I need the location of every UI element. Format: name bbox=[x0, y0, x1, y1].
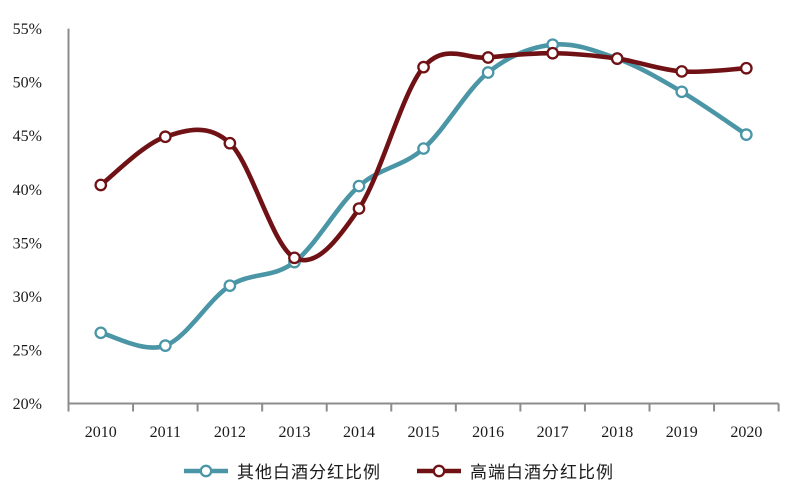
data-point bbox=[223, 279, 237, 293]
x-axis-label: 2020 bbox=[730, 424, 762, 441]
x-axis-label: 2011 bbox=[150, 424, 181, 441]
legend-item-other-baijiu: 其他白酒分红比例 bbox=[182, 458, 381, 483]
series-line-0 bbox=[98, 41, 749, 350]
y-axis-label: 45% bbox=[13, 128, 42, 145]
legend-label-premium-baijiu: 高端白酒分红比例 bbox=[470, 463, 614, 482]
x-axis-label: 2018 bbox=[601, 424, 633, 441]
data-point bbox=[675, 85, 689, 99]
legend-line-marker-icon bbox=[417, 464, 461, 477]
y-axis-label: 55% bbox=[13, 21, 42, 38]
data-point bbox=[739, 61, 753, 75]
data-point bbox=[417, 142, 430, 155]
x-axis-label: 2016 bbox=[472, 424, 504, 441]
data-point bbox=[481, 51, 495, 64]
x-axis-label: 2017 bbox=[537, 424, 569, 441]
data-point bbox=[675, 65, 689, 78]
series-line-1 bbox=[98, 50, 749, 263]
y-axis-label: 25% bbox=[13, 342, 42, 359]
data-point bbox=[288, 251, 301, 265]
data-point bbox=[352, 202, 366, 215]
legend-label-other-baijiu: 其他白酒分红比例 bbox=[237, 463, 381, 482]
x-axis-label: 2010 bbox=[85, 424, 117, 441]
data-point bbox=[417, 60, 430, 74]
data-point bbox=[94, 326, 108, 340]
data-point bbox=[158, 130, 172, 144]
y-axis-label: 35% bbox=[13, 235, 42, 252]
y-axis-label: 20% bbox=[13, 396, 42, 413]
data-point bbox=[481, 66, 495, 79]
data-point bbox=[610, 52, 624, 65]
legend-line-marker-icon bbox=[184, 464, 228, 477]
data-point bbox=[352, 179, 366, 193]
x-axis-label: 2015 bbox=[408, 424, 440, 441]
chart-legend: 其他白酒分红比例 高端白酒分红比例 bbox=[0, 458, 796, 483]
data-point bbox=[158, 339, 172, 353]
line-chart: 20% 25% 30% 35% 40% 45% 50% 55% 2010 2011 2012 2013… bbox=[13, 21, 780, 441]
y-axis-label: 30% bbox=[13, 289, 42, 306]
x-axis-label: 2013 bbox=[278, 424, 310, 441]
data-point bbox=[546, 46, 560, 60]
x-axis-label: 2012 bbox=[214, 424, 246, 441]
y-axis-label: 50% bbox=[13, 75, 42, 92]
data-point bbox=[223, 136, 237, 150]
legend-item-premium-baijiu: 高端白酒分红比例 bbox=[415, 458, 614, 483]
data-point bbox=[739, 128, 753, 141]
data-point bbox=[94, 178, 108, 192]
x-axis-label: 2014 bbox=[343, 424, 375, 441]
x-axis-label: 2019 bbox=[666, 424, 698, 441]
y-axis-label: 40% bbox=[13, 182, 42, 199]
